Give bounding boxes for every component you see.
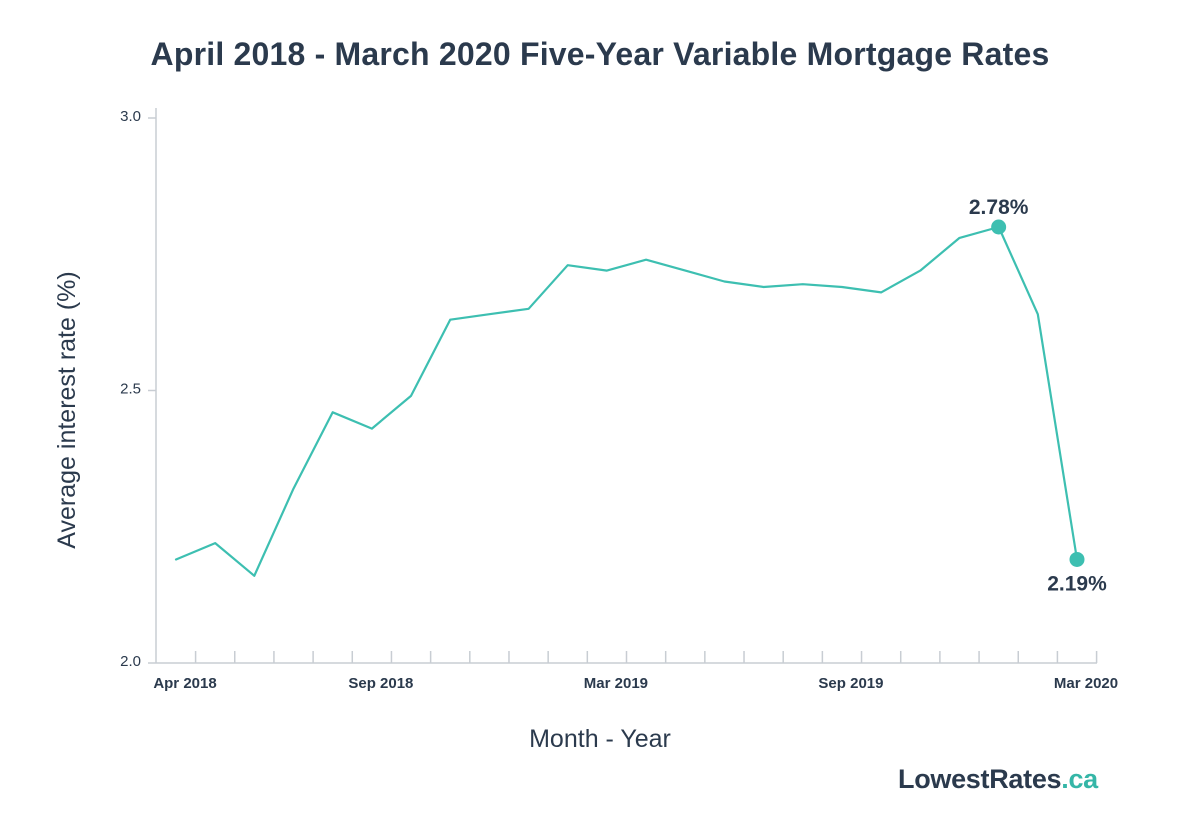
axes bbox=[155, 108, 1097, 664]
brand-name: LowestRates bbox=[898, 764, 1062, 794]
chart-title: April 2018 - March 2020 Five-Year Variab… bbox=[150, 36, 1050, 72]
x-tick-label: Mar 2020 bbox=[1054, 675, 1118, 692]
data-label: 2.78% bbox=[969, 196, 1029, 219]
x-tick-label: Mar 2019 bbox=[584, 675, 648, 692]
y-tick-label: 3.0 bbox=[120, 108, 141, 125]
y-axis-label: Average interest rate (%) bbox=[53, 271, 81, 548]
y-tick-label: 2.0 bbox=[120, 653, 141, 670]
brand-suffix: .ca bbox=[1061, 764, 1098, 794]
brand-logo: LowestRates.ca bbox=[898, 764, 1098, 795]
x-axis-ticks: Apr 2018 Sep 2018 Mar 2019 Sep 2019 Mar 2020 bbox=[153, 651, 1118, 692]
x-tick-label: Apr 2018 bbox=[153, 675, 216, 692]
x-tick-label: Sep 2019 bbox=[818, 675, 883, 692]
series-line bbox=[174, 225, 1079, 577]
y-tick-label: 2.5 bbox=[120, 381, 141, 398]
x-tick-label: Sep 2018 bbox=[348, 675, 413, 692]
data-label: 2.19% bbox=[1047, 572, 1107, 595]
highlight-point bbox=[991, 219, 1007, 235]
highlight-point bbox=[1069, 551, 1085, 567]
annotations-group: 2.78% 2.19% bbox=[969, 196, 1107, 595]
y-axis-ticks: 3.0 2.5 2.0 bbox=[120, 108, 156, 670]
series-group bbox=[174, 225, 1079, 577]
x-axis-label: Month - Year bbox=[529, 725, 671, 753]
